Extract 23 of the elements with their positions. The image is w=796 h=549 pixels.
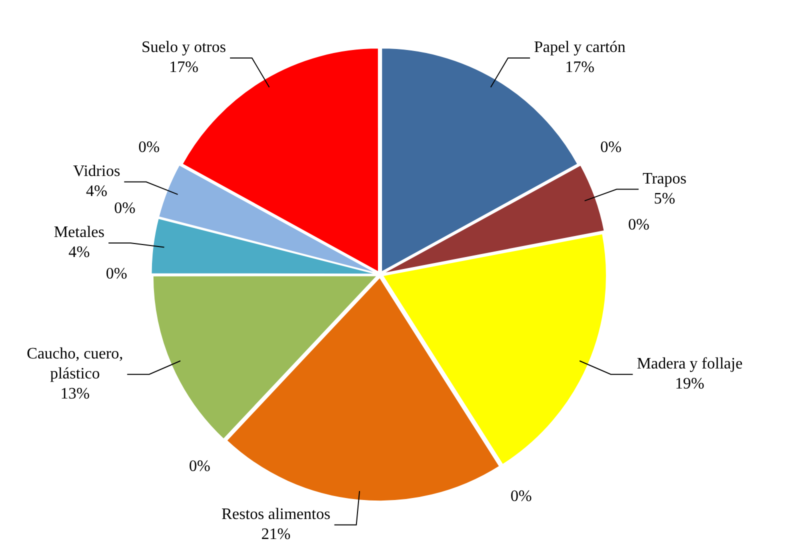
slice-label: Vidrios [73,163,120,180]
data-label: 13% [60,386,90,403]
slice-label: Suelo y otros [142,39,226,56]
text: 0% [138,138,160,156]
data-label: 17% [565,59,594,76]
slice-label: Madera y follaje [636,356,743,373]
data-label: 17% [169,59,198,76]
slice-label: Papel y cartón [534,39,626,56]
text: 0% [510,488,532,506]
slice-label: Caucho, cuero, plástico [26,346,124,383]
data-label: 5% [654,190,676,208]
text: 0% [628,216,650,234]
slice-label: Trapos [642,170,687,188]
text: 0% [106,266,128,283]
slice-label: Restos alimentos [221,506,330,524]
data-label: 19% [675,376,704,393]
text: 0% [188,458,210,475]
text: 0% [600,138,622,156]
data-label: 21% [261,526,291,544]
data-label: 4% [68,244,90,262]
slice-label: Metales [54,224,104,242]
text: 0% [114,200,136,218]
data-label: 4% [86,183,108,200]
